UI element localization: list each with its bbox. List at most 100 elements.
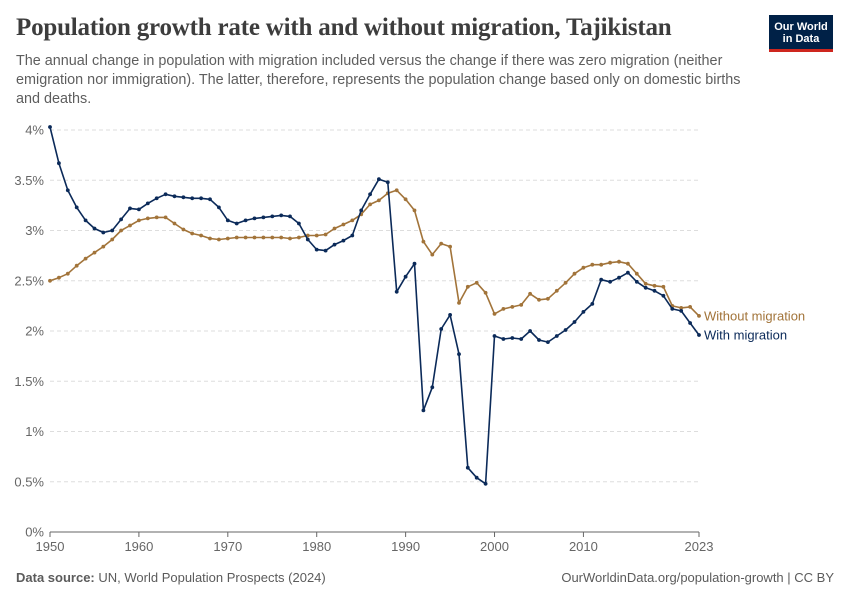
with-migration-point: [119, 217, 123, 222]
with-migration-point: [697, 333, 701, 337]
with-migration-point: [546, 340, 550, 344]
without-migration-point: [243, 235, 248, 240]
with-migration-point: [412, 261, 417, 266]
with-migration-point: [252, 216, 257, 221]
with-migration-point: [483, 481, 488, 486]
credit-link[interactable]: OurWorldinData.org/population-growth | C…: [561, 570, 834, 585]
x-tick-label: 1970: [213, 539, 242, 554]
without-migration-point: [145, 216, 150, 221]
source-text[interactable]: UN, World Population Prospects (2024): [98, 570, 326, 585]
with-migration-point: [688, 321, 692, 325]
without-migration-point: [457, 301, 461, 305]
without-migration-point: [217, 237, 221, 242]
with-migration-point: [528, 329, 532, 333]
with-migration-point: [474, 475, 479, 480]
with-migration-point: [208, 197, 212, 202]
without-migration-point: [430, 252, 435, 257]
with-migration-point: [368, 192, 372, 197]
without-migration-point: [403, 197, 408, 202]
with-migration-point: [403, 274, 408, 279]
with-migration-point: [128, 206, 132, 211]
x-tick-label: 2000: [480, 539, 509, 554]
with-migration-point: [510, 336, 515, 340]
without-migration-point: [368, 202, 372, 207]
without-migration-point: [465, 284, 470, 289]
with-migration-point: [537, 338, 541, 342]
without-migration-point: [163, 215, 168, 220]
with-migration-point: [83, 218, 88, 223]
with-migration-point: [661, 293, 666, 298]
owid-logo[interactable]: Our World in Data: [769, 15, 833, 52]
with-migration-point: [572, 320, 577, 324]
chart-title: Population growth rate with and without …: [16, 14, 672, 41]
with-migration-point: [501, 337, 506, 341]
with-migration-point: [74, 205, 79, 210]
without-migration-point: [554, 288, 559, 293]
with-migration-point: [626, 270, 630, 275]
without-migration-point: [439, 241, 444, 246]
with-migration-point: [670, 307, 675, 311]
without-migration-point: [377, 198, 381, 203]
with-migration-point: [305, 237, 310, 242]
without-migration-point: [261, 235, 266, 240]
with-migration-point: [492, 334, 497, 338]
with-migration-point: [225, 218, 230, 223]
x-tick-label: 1950: [36, 539, 65, 554]
without-migration-point: [474, 280, 479, 285]
without-migration-point: [537, 297, 541, 302]
without-migration-point: [501, 307, 506, 311]
without-migration-point: [528, 291, 532, 296]
with-migration-point: [48, 125, 52, 129]
y-tick-label: 4%: [25, 123, 44, 138]
without-migration-point: [154, 215, 159, 220]
with-migration-point: [608, 279, 612, 284]
without-migration-point: [208, 236, 212, 241]
without-migration-point: [252, 235, 257, 240]
with-migration-point: [643, 285, 648, 290]
without-migration-point: [314, 233, 319, 238]
with-migration-point: [465, 465, 470, 470]
without-migration-point: [421, 239, 426, 244]
with-migration-point: [145, 201, 150, 206]
with-migration-point: [590, 302, 595, 306]
logo-line-2: in Data: [782, 33, 820, 45]
without-migration-point: [652, 283, 657, 288]
y-tick-label: 0%: [25, 525, 44, 540]
with-migration-point: [101, 230, 106, 235]
with-migration-point: [217, 205, 221, 210]
without-migration-point: [563, 280, 568, 285]
with-migration-point: [181, 195, 186, 200]
with-migration-point: [270, 214, 275, 219]
source-label: Data source:: [16, 570, 95, 585]
without-migration-point: [617, 259, 621, 264]
without-migration-point: [448, 244, 452, 249]
with-migration-point: [199, 196, 204, 201]
with-migration-point: [65, 188, 70, 193]
with-migration-point: [92, 226, 97, 231]
without-migration-point: [83, 256, 88, 261]
with-migration-point: [385, 180, 390, 185]
with-migration-point: [243, 218, 248, 223]
with-migration-point: [359, 208, 364, 213]
without-migration-point: [661, 284, 666, 289]
with-migration-point: [439, 327, 444, 331]
without-migration-point: [483, 290, 488, 295]
y-tick-label: 3.5%: [14, 173, 44, 188]
with-migration-point: [679, 309, 684, 313]
without-migration-point: [599, 262, 604, 267]
with-migration-point: [634, 279, 639, 284]
without-migration-point: [48, 278, 52, 283]
without-migration-point: [394, 188, 399, 193]
with-migration-point: [154, 196, 159, 201]
with-migration-point: [430, 385, 435, 390]
with-migration-point: [563, 328, 568, 332]
y-tick-label: 3%: [25, 223, 44, 238]
with-migration-point: [332, 242, 337, 247]
logo-line-1: Our World: [774, 21, 828, 33]
with-migration-point: [110, 228, 115, 233]
without-migration-point: [92, 250, 97, 255]
without-migration-point: [297, 235, 301, 240]
without-migration-point: [626, 261, 630, 266]
without-migration-point: [65, 271, 70, 276]
y-tick-label: 1%: [25, 424, 44, 439]
